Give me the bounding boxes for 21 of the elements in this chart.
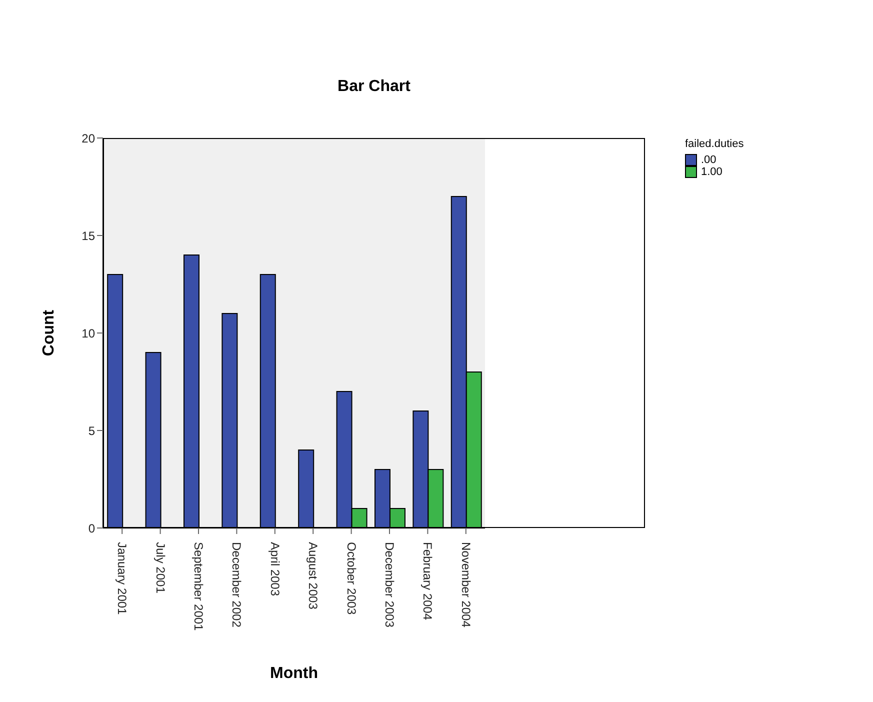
legend-label: .00 — [701, 154, 716, 166]
x-tick-label: July 2001 — [153, 542, 168, 594]
chart-title: Bar Chart — [336, 78, 412, 96]
legend-title: failed.duties — [685, 138, 745, 150]
y-tick-label: 10 — [82, 326, 96, 340]
x-tick-label: December 2003 — [382, 542, 396, 628]
legend-label: 1.00 — [701, 166, 722, 178]
y-tick-label: 5 — [88, 424, 96, 438]
x-tick-label: October 2003 — [344, 542, 358, 616]
x-tick-label: January 2001 — [115, 542, 130, 616]
x-axis-title: Month — [270, 665, 318, 682]
y-tick-label: 20 — [82, 131, 96, 146]
y-tick-label: 0 — [88, 521, 96, 536]
x-tick-label: November 2004 — [458, 542, 473, 628]
y-axis-title: Count — [40, 309, 58, 356]
x-tick-label: February 2004 — [420, 542, 435, 620]
x-tick-label: April 2003 — [268, 542, 282, 596]
x-tick-label: August 2003 — [306, 542, 320, 610]
x-tick-label: December 2002 — [230, 542, 244, 628]
y-tick-label: 15 — [82, 228, 96, 243]
x-tick-label: September 2001 — [192, 542, 206, 632]
